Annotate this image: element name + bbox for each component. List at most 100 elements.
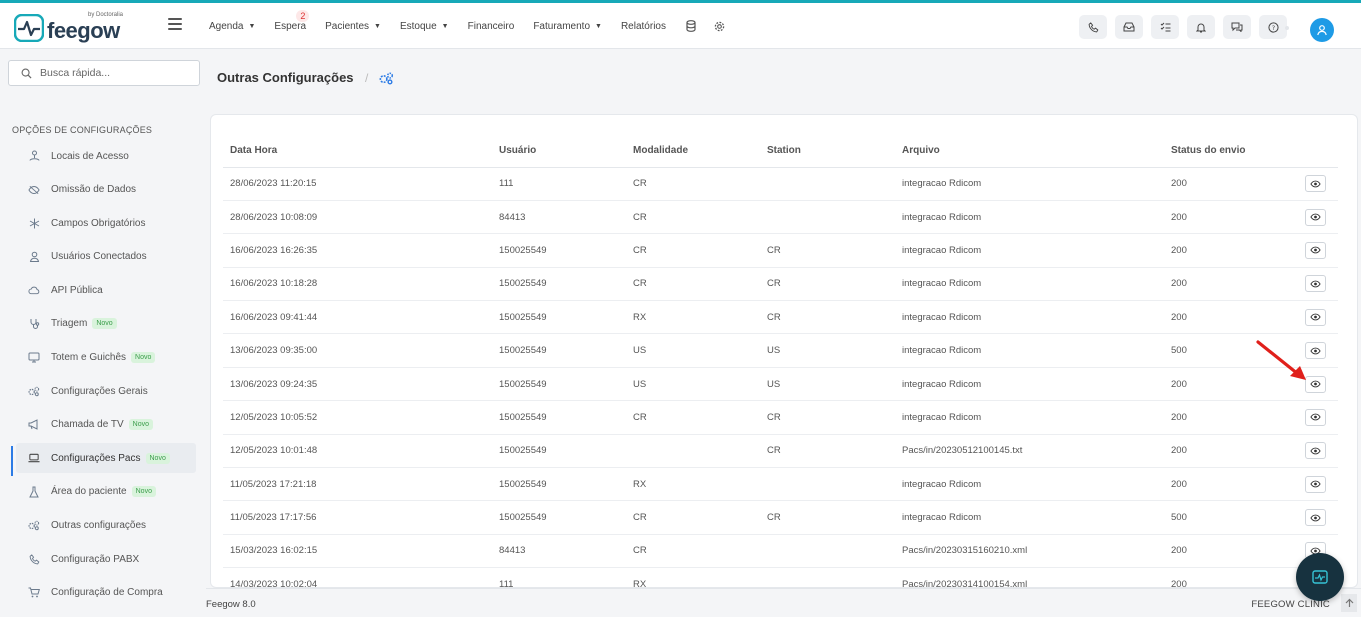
view-details-button[interactable]: [1305, 175, 1326, 193]
cell-action: [1298, 300, 1338, 335]
cell-modalidade: CR: [626, 200, 760, 235]
scroll-top-button[interactable]: [1341, 594, 1357, 612]
sidebar-item-omissao-de-dados[interactable]: Omissão de Dados: [16, 175, 196, 205]
sidebar-item-outras-configuracoes[interactable]: Outras configurações: [16, 511, 196, 541]
view-details-button[interactable]: [1305, 509, 1326, 527]
cell-status: 200: [1164, 534, 1298, 569]
eye-icon: [1310, 347, 1321, 355]
eye-icon: [1310, 180, 1321, 188]
cell-arquivo: integracao Rdicom: [895, 400, 1164, 435]
table-row: 12/05/2023 10:01:48 150025549 CR Pacs/in/20…: [223, 434, 1338, 469]
table-row: 28/06/2023 10:08:09 84413 CR integracao Rdi…: [223, 200, 1338, 235]
search-box[interactable]: [8, 60, 200, 86]
table-row: 11/05/2023 17:17:56 150025549 CR CR integrac…: [223, 500, 1338, 535]
version-text: Feegow 8.0: [206, 599, 256, 610]
cell-status: 200: [1164, 267, 1298, 302]
cell-arquivo: integracao Rdicom: [895, 200, 1164, 235]
cell-action: [1298, 434, 1338, 469]
col-data-hora: Data Hora: [223, 135, 492, 168]
cell-action: [1298, 333, 1338, 368]
sidebar-item-configuracao-pabx[interactable]: Configuração PABX: [16, 544, 196, 574]
sidebar-item-chamada-de-tv[interactable]: Chamada de TV Novo: [16, 410, 196, 440]
sidebar-item-campos-obrigatorios[interactable]: Campos Obrigatórios: [16, 208, 196, 238]
cell-status: 200: [1164, 233, 1298, 268]
logo[interactable]: by Doctoralia feegow: [14, 12, 124, 44]
nav-relatorios[interactable]: Relatórios: [620, 20, 666, 32]
eye-icon: [1310, 247, 1321, 254]
phone-icon[interactable]: [1079, 15, 1107, 39]
menu-toggle-icon[interactable]: [168, 18, 182, 30]
logo-by-text: by Doctoralia: [88, 12, 124, 18]
sidebar-item-configuracoes-pacs[interactable]: Configurações Pacs Novo: [16, 443, 196, 474]
nav-pacientes[interactable]: Pacientes ▼: [325, 20, 381, 32]
cell-status: 500: [1164, 500, 1298, 535]
nav-faturamento[interactable]: Faturamento ▼: [533, 20, 602, 32]
novo-badge: Novo: [131, 352, 156, 364]
view-details-button[interactable]: [1305, 342, 1326, 360]
sidebar-menu: Locais de Acesso Omissão de Dados Campos…: [16, 141, 196, 611]
view-details-button[interactable]: [1305, 308, 1326, 326]
view-details-button[interactable]: [1305, 442, 1326, 460]
checklist-icon[interactable]: [1151, 15, 1179, 39]
logo-heart-icon: [14, 14, 44, 42]
cell-arquivo: integracao Rdicom: [895, 500, 1164, 535]
view-details-button[interactable]: [1305, 208, 1326, 226]
nav-espera[interactable]: Espera 2: [274, 9, 310, 32]
cell-usuario: 150025549: [492, 434, 626, 469]
chat-icon[interactable]: [1223, 15, 1251, 39]
view-details-button[interactable]: [1305, 475, 1326, 493]
sidebar-item-configuracao-de-compra[interactable]: Configuração de Compra: [16, 578, 196, 608]
nav-agenda[interactable]: Agenda ▼: [209, 20, 256, 32]
cell-arquivo: integracao Rdicom: [895, 167, 1164, 201]
cell-usuario: 150025549: [492, 467, 626, 502]
col-status-envio: Status do envio: [1164, 135, 1298, 168]
database-icon[interactable]: [685, 20, 697, 32]
table-row: 16/06/2023 09:41:44 150025549 RX CR integrac…: [223, 300, 1338, 335]
cell-action: [1298, 467, 1338, 502]
view-details-button[interactable]: [1305, 241, 1326, 259]
view-details-button[interactable]: [1305, 408, 1326, 426]
user-icon: [28, 251, 40, 263]
chat-support-button[interactable]: [1296, 553, 1344, 601]
cell-status: 200: [1164, 200, 1298, 235]
flask-icon: [28, 486, 40, 498]
nav-financeiro[interactable]: Financeiro: [467, 20, 515, 32]
help-icon[interactable]: ?: [1259, 15, 1287, 39]
avatar[interactable]: [1310, 18, 1334, 42]
laptop-icon: [28, 452, 40, 464]
top-actions: ?: [1071, 15, 1287, 39]
view-details-button[interactable]: [1305, 375, 1326, 393]
sidebar-item-usuarios-conectados[interactable]: Usuários Conectados: [16, 242, 196, 272]
sidebar-item-configuracoes-gerais[interactable]: Configurações Gerais: [16, 376, 196, 406]
col-modalidade: Modalidade: [626, 135, 760, 168]
cell-arquivo: integracao Rdicom: [895, 367, 1164, 402]
table-row: 13/06/2023 09:24:35 150025549 US US integrac…: [223, 367, 1338, 402]
view-details-button[interactable]: [1305, 275, 1326, 293]
sidebar-item-api-publica[interactable]: API Pública: [16, 275, 196, 305]
stethoscope-icon: [28, 318, 40, 330]
cell-station: [760, 200, 895, 235]
cell-station: CR: [760, 233, 895, 268]
sidebar-item-totem-e-guiches[interactable]: Totem e Guichês Novo: [16, 343, 196, 373]
sidebar-item-triagem[interactable]: Triagem Novo: [16, 309, 196, 339]
sidebar-item-locais-de-acesso[interactable]: Locais de Acesso: [16, 141, 196, 171]
active-indicator: [11, 446, 13, 476]
logo-wordmark: feegow: [47, 18, 120, 43]
eye-icon: [1310, 213, 1321, 221]
search-input[interactable]: [40, 67, 190, 79]
cell-modalidade: RX: [626, 300, 760, 335]
inbox-icon[interactable]: [1115, 15, 1143, 39]
eye-icon: [1310, 313, 1321, 321]
nav-estoque[interactable]: Estoque ▼: [399, 20, 449, 32]
bell-icon[interactable]: [1187, 15, 1215, 39]
sidebar-item-area-do-paciente[interactable]: Área do paciente Novo: [16, 477, 196, 507]
cart-icon: [28, 587, 40, 599]
breadcrumb-separator: /: [365, 71, 369, 85]
cell-modalidade: [626, 434, 760, 469]
cell-modalidade: CR: [626, 167, 760, 201]
novo-badge: Novo: [92, 318, 117, 330]
sidebar: OPÇÕES DE CONFIGURAÇÕES Locais de Acesso…: [0, 49, 206, 617]
gear-icon[interactable]: [714, 20, 726, 32]
cell-data-hora: 15/03/2023 16:02:15: [223, 534, 492, 569]
col-usuario: Usuário: [492, 135, 626, 168]
